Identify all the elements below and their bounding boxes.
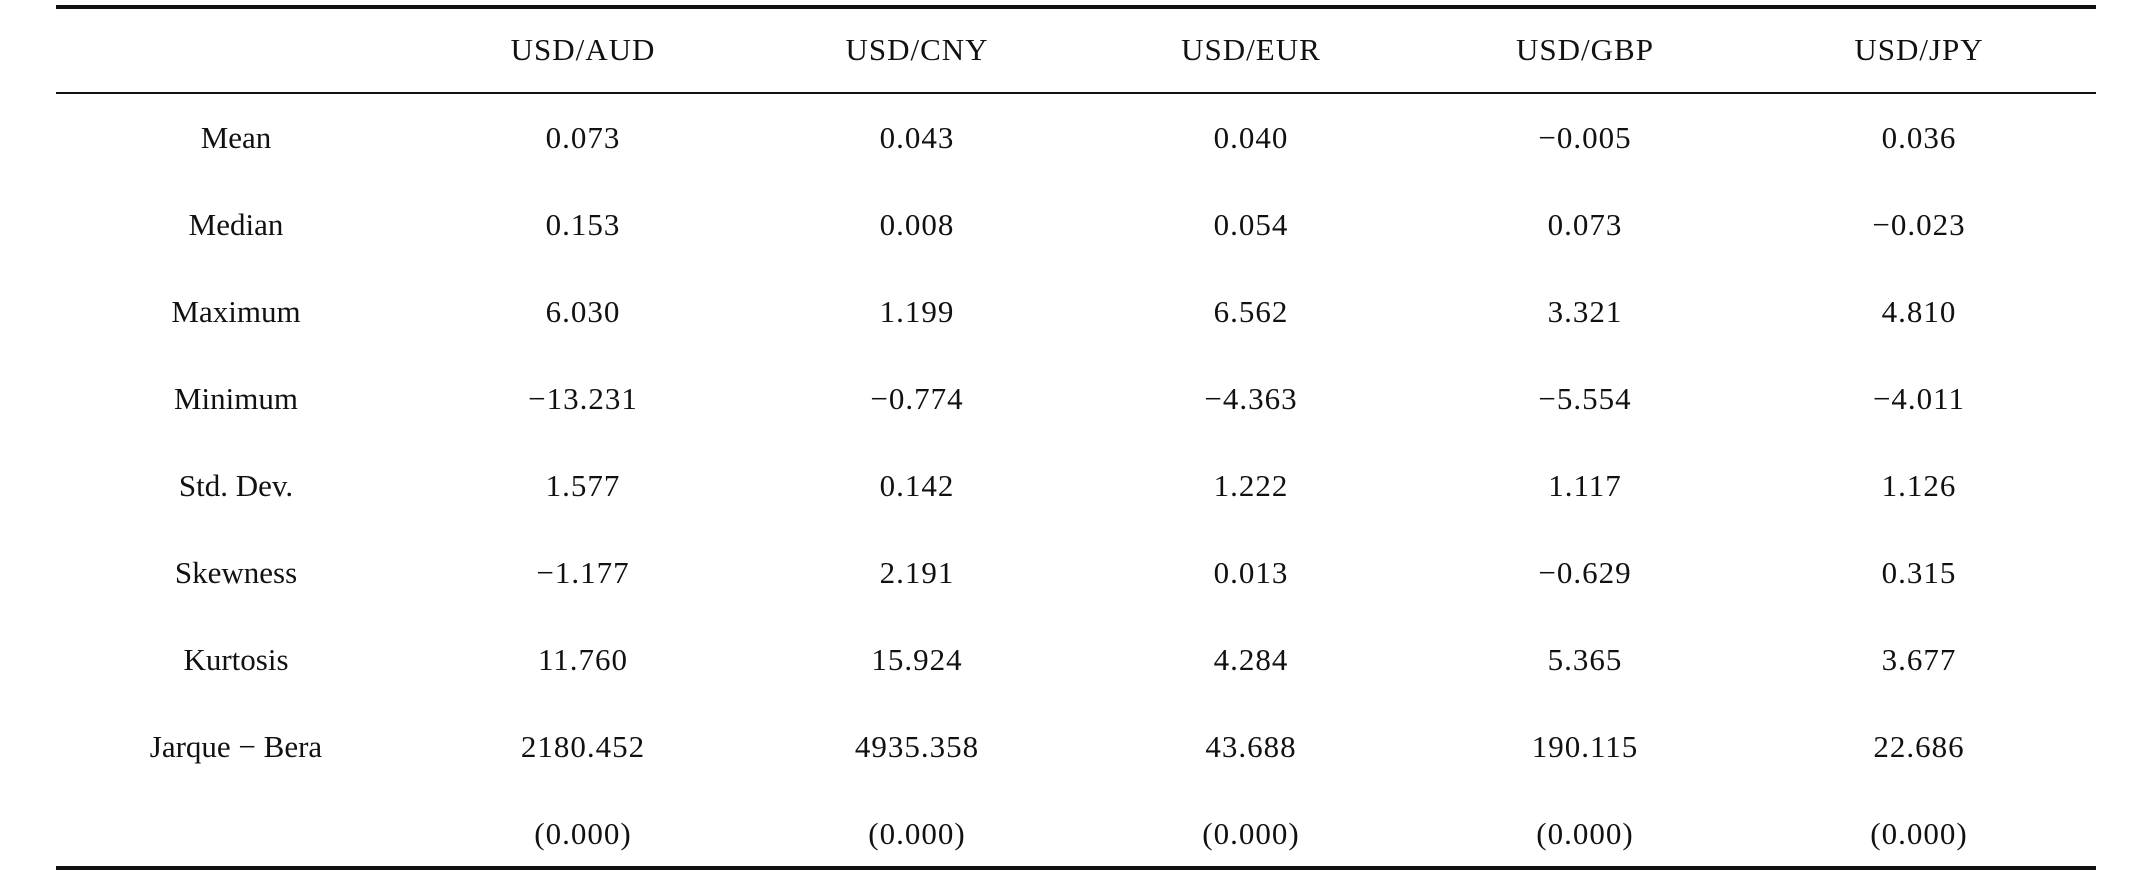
value-cell: −1.177 <box>536 555 630 590</box>
value-cell: −0.023 <box>1872 207 1966 242</box>
value-cell: (0.000) <box>1202 816 1300 851</box>
table-row-skewness: Skewness −1.177 2.191 0.013 −0.629 0.315 <box>56 543 2096 603</box>
value-cell: 1.199 <box>879 294 955 329</box>
value-cell: 3.321 <box>1547 294 1623 329</box>
header-cell-label <box>56 20 416 80</box>
value-cell: (0.000) <box>1870 816 1968 851</box>
value-cell: (0.000) <box>868 816 966 851</box>
value-cell: 1.117 <box>1548 468 1622 503</box>
value-cell: 4.810 <box>1881 294 1957 329</box>
value-cell: 0.008 <box>879 207 955 242</box>
value-cell: 0.142 <box>879 468 955 503</box>
table-row-p-values: (0.000) (0.000) (0.000) (0.000) (0.000) <box>56 804 2096 864</box>
value-cell: 43.688 <box>1205 729 1297 764</box>
value-cell: 0.054 <box>1213 207 1289 242</box>
table-row-std-dev: Std. Dev. 1.577 0.142 1.222 1.117 1.126 <box>56 456 2096 516</box>
value-cell: (0.000) <box>1536 816 1634 851</box>
row-label: Std. Dev. <box>178 468 294 503</box>
table-row-jarque-bera: Jarque − Bera 2180.452 4935.358 43.688 1… <box>56 717 2096 777</box>
bottom-rule <box>56 866 2096 870</box>
row-label: Skewness <box>174 555 298 590</box>
table-row-minimum: Minimum −13.231 −0.774 −4.363 −5.554 −4.… <box>56 369 2096 429</box>
value-cell: 1.577 <box>545 468 621 503</box>
value-cell: 3.677 <box>1881 642 1957 677</box>
header-cell-usd-jpy: USD/JPY <box>1854 32 1984 67</box>
header-cell-usd-gbp: USD/GBP <box>1516 32 1654 67</box>
value-cell: (0.000) <box>534 816 632 851</box>
value-cell: 0.153 <box>545 207 621 242</box>
row-label: Jarque − Bera <box>149 729 323 764</box>
row-label: Median <box>188 207 284 242</box>
table-row-mean: Mean 0.073 0.043 0.040 −0.005 0.036 <box>56 108 2096 168</box>
value-cell: 1.126 <box>1881 468 1957 503</box>
row-label: Minimum <box>173 381 298 416</box>
value-cell: −0.774 <box>870 381 964 416</box>
value-cell: −4.011 <box>1872 381 1966 416</box>
value-cell: −0.629 <box>1538 555 1632 590</box>
header-cell-usd-cny: USD/CNY <box>845 32 989 67</box>
value-cell: 190.115 <box>1531 729 1639 764</box>
header-cell-usd-aud: USD/AUD <box>510 32 656 67</box>
value-cell: −0.005 <box>1538 120 1632 155</box>
table-row-maximum: Maximum 6.030 1.199 6.562 3.321 4.810 <box>56 282 2096 342</box>
value-cell: 4935.358 <box>854 729 980 764</box>
value-cell: 0.315 <box>1881 555 1957 590</box>
value-cell: 0.040 <box>1213 120 1289 155</box>
value-cell: 0.043 <box>879 120 955 155</box>
value-cell: 15.924 <box>871 642 963 677</box>
value-cell: 22.686 <box>1873 729 1965 764</box>
value-cell: 0.013 <box>1213 555 1289 590</box>
header-rule <box>56 92 2096 94</box>
row-label: Mean <box>200 120 272 155</box>
header-row: USD/AUD USD/CNY USD/EUR USD/GBP USD/JPY <box>56 20 2096 80</box>
row-label: Maximum <box>171 294 301 329</box>
value-cell: 6.030 <box>545 294 621 329</box>
top-rule <box>56 5 2096 9</box>
header-cell-usd-eur: USD/EUR <box>1181 32 1321 67</box>
table-row-kurtosis: Kurtosis 11.760 15.924 4.284 5.365 3.677 <box>56 630 2096 690</box>
value-cell: −5.554 <box>1538 381 1632 416</box>
table-row-median: Median 0.153 0.008 0.054 0.073 −0.023 <box>56 195 2096 255</box>
row-label: Kurtosis <box>183 642 289 677</box>
value-cell: 0.036 <box>1881 120 1957 155</box>
value-cell: 0.073 <box>1547 207 1623 242</box>
value-cell: −13.231 <box>528 381 638 416</box>
value-cell: 1.222 <box>1213 468 1289 503</box>
value-cell: 2180.452 <box>520 729 646 764</box>
value-cell: 4.284 <box>1213 642 1289 677</box>
value-cell: 0.073 <box>545 120 621 155</box>
value-cell: 2.191 <box>879 555 955 590</box>
value-cell: −4.363 <box>1204 381 1298 416</box>
row-label <box>56 804 416 864</box>
value-cell: 5.365 <box>1547 642 1623 677</box>
value-cell: 6.562 <box>1213 294 1289 329</box>
value-cell: 11.760 <box>537 642 629 677</box>
